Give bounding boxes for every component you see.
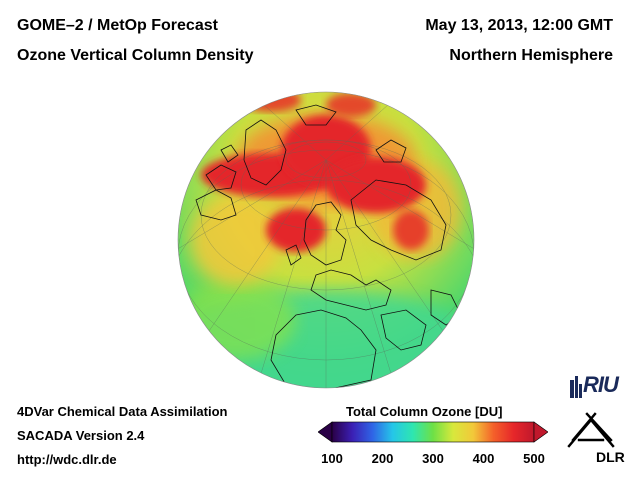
- colorbar-tick-label: 400: [472, 451, 495, 466]
- footer-method: 4DVar Chemical Data Assimilation: [17, 404, 228, 419]
- colorbar-high-arrow: [533, 421, 548, 443]
- dlr-logo-text: DLR: [596, 449, 625, 465]
- graticule: [178, 92, 474, 388]
- map-subtitle: Ozone Vertical Column Density: [17, 47, 254, 64]
- footer-version: SACADA Version 2.4: [17, 428, 145, 443]
- region-label: Northern Hemisphere: [449, 47, 613, 64]
- dlr-logo-icon: [567, 412, 615, 448]
- colorbar-tick-label: 500: [523, 451, 545, 466]
- colorbar-tick-label: 300: [422, 451, 444, 466]
- riu-logo-icon: [570, 376, 582, 398]
- coastlines: [195, 104, 462, 388]
- map-title: GOME–2 / MetOp Forecast: [17, 17, 218, 34]
- colorbar-title: Total Column Ozone [DU]: [346, 404, 503, 419]
- colorbar-low-arrow: [318, 421, 333, 443]
- ozone-globe: [177, 91, 475, 389]
- colorbar-tick-label: 100: [321, 451, 343, 466]
- footer-url[interactable]: http://wdc.dlr.de: [17, 452, 117, 467]
- riu-logo-text: RIU: [583, 372, 619, 397]
- colorbar: [318, 421, 548, 443]
- colorbar-tick-label: 200: [371, 451, 394, 466]
- forecast-date: May 13, 2013, 12:00 GMT: [425, 17, 613, 34]
- colorbar-gradient: [331, 421, 535, 443]
